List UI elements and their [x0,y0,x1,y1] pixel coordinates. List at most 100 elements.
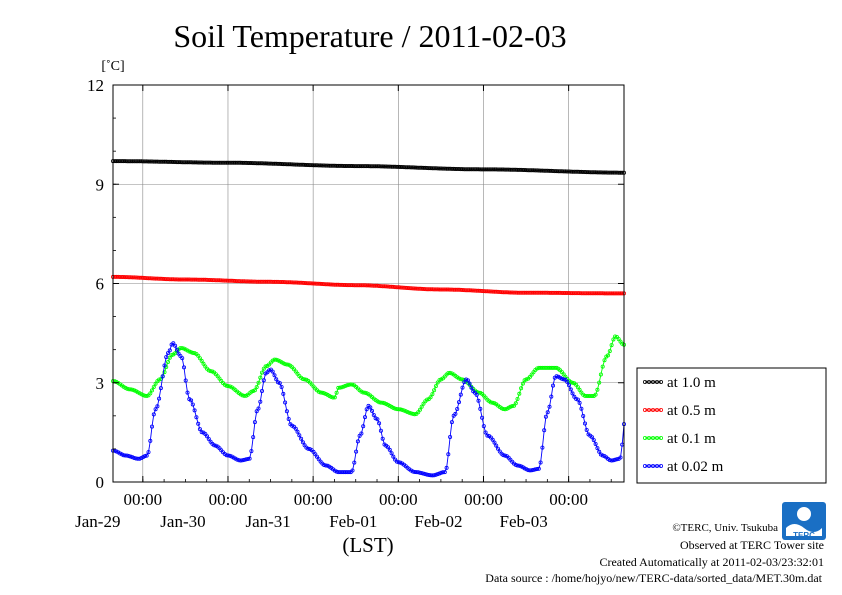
data-point [322,282,327,287]
data-point [579,406,584,411]
data-point [467,381,472,386]
data-point [162,363,167,368]
data-point [394,459,399,464]
data-point [279,384,284,389]
data-point [212,278,217,283]
data-point [400,164,405,169]
terc-logo: TERC [782,502,826,540]
data-point [531,168,536,173]
data-point [538,168,543,173]
data-point [336,385,341,390]
data-point [501,453,506,458]
data-point [194,415,199,420]
data-point [614,457,619,462]
data-point [462,380,467,385]
data-point [256,380,261,385]
legend-marker [659,435,664,440]
x-tick-date: Jan-29 [75,512,120,531]
data-point [565,379,570,384]
data-point [384,284,389,289]
data-point [419,165,424,170]
data-point [368,405,373,410]
data-point [448,370,453,375]
data-point [371,164,376,169]
data-point [180,346,185,351]
data-point [300,376,305,381]
data-point [167,355,172,360]
data-point [295,162,300,167]
data-point [503,453,508,458]
data-point [323,282,328,287]
data-point [598,291,603,296]
data-point [421,165,426,170]
data-point [144,453,149,458]
data-point [570,169,575,174]
data-point [565,290,570,295]
data-point [299,436,304,441]
data-point [545,290,550,295]
data-point [474,167,479,172]
data-point [302,162,307,167]
x-tick-time: 00:00 [209,490,248,509]
data-point [433,287,438,292]
data-point [618,455,623,460]
data-point [476,398,481,403]
data-point [579,169,584,174]
data-point [501,290,506,295]
data-point [597,380,602,385]
data-point [495,446,500,451]
data-point [212,443,217,448]
data-point [400,407,405,412]
data-point [226,160,231,165]
data-point [462,288,467,293]
data-point [173,343,178,348]
data-point [201,361,206,366]
data-point [421,401,426,406]
data-point [361,390,366,395]
data-point [270,369,275,374]
data-point [361,424,366,429]
legend-box [636,367,827,484]
data-point [130,387,135,392]
data-point [414,470,419,475]
data-point [157,276,162,281]
data-point [142,275,147,280]
data-point [199,430,204,435]
legend-marker [643,463,648,468]
data-point [274,161,279,166]
data-point [185,160,190,165]
data-point [593,392,598,397]
data-point [444,465,449,470]
chart-title: Soil Temperature / 2011-02-03 [173,18,566,54]
created-text: Created Automatically at 2011-02-03/23:3… [599,555,824,569]
legend-marker [647,463,652,468]
data-point [121,453,126,458]
data-point [513,401,518,406]
data-point [336,282,341,287]
data-point [508,404,513,409]
data-point [130,159,135,164]
data-point [536,466,541,471]
data-point [405,285,410,290]
data-point [123,453,128,458]
data-point [261,378,266,383]
data-point [545,168,550,173]
data-point [423,472,428,477]
data-point [123,159,128,164]
data-point [226,453,231,458]
data-point [456,400,461,405]
data-point [233,160,238,165]
data-point [320,390,325,395]
data-point [316,281,321,286]
data-point [483,430,488,435]
data-point [417,470,422,475]
data-point [480,415,485,420]
data-point [314,454,319,459]
data-point [369,283,374,288]
data-point [300,440,305,445]
data-point [426,472,431,477]
data-point [549,394,554,399]
data-point [559,376,564,381]
data-point [531,467,536,472]
data-point [577,387,582,392]
